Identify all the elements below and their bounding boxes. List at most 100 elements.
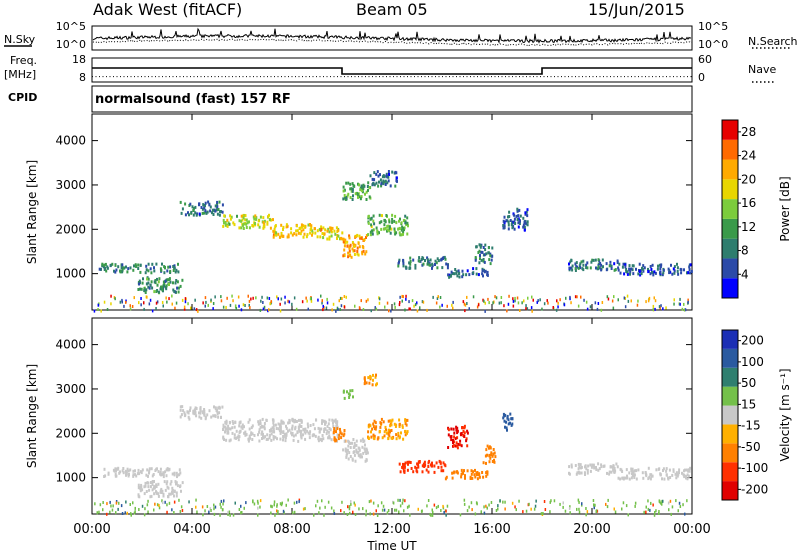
velocity-cell [281,501,283,505]
power-cell [300,229,303,233]
velocity-cell [300,429,303,433]
power-cell [174,281,177,285]
power-cell [212,302,215,305]
power-cell [676,266,679,270]
power-cell [226,218,229,222]
power-cell [662,268,665,272]
velocity-cell [141,504,144,508]
velocity-cell [232,421,235,425]
velocity-cell [389,424,392,428]
power-cell [589,266,592,270]
power-cell [503,215,506,219]
power-cell [203,211,206,215]
velocity-cell [327,422,330,426]
power-cell [683,302,685,306]
power-cell [570,266,573,270]
power-cell [169,269,172,273]
power-cell [190,210,193,214]
power-cell [624,297,626,300]
power-cell [654,307,656,311]
power-cell [322,226,325,230]
velocity-cell [658,512,660,515]
power-cell [252,296,254,300]
velocity-cell [353,501,355,505]
power-cell [129,307,132,311]
power-cell [314,231,317,235]
power-cell [229,303,232,307]
velocity-cell [372,373,374,377]
power-cell [509,219,512,222]
velocity-cell [481,471,484,474]
velocity-cell [665,467,668,471]
velocity-cell [259,422,262,426]
power-cell [435,301,438,305]
velocity-cell [365,509,367,513]
velocity-cell [589,463,592,467]
velocity-cell [463,424,466,428]
velocity-cell [585,507,587,510]
velocity-cell [504,500,506,504]
velocity-cell [635,477,638,481]
velocity-cell [665,469,668,473]
velocity-cell [237,434,240,438]
power-cell [342,189,345,193]
power-cell [446,304,448,308]
power-cell [370,229,373,233]
power-cell [110,302,112,306]
velocity-cell [175,491,178,495]
velocity-cell [503,414,506,418]
power-cell [225,306,227,309]
power-cell [490,258,493,262]
velocity-cell [141,468,144,472]
velocity-cell [222,423,225,427]
velocity-cell [630,476,633,480]
power-cell [168,283,170,286]
power-cell [487,251,490,255]
velocity-cell [176,473,179,477]
power-cell [223,221,225,225]
xtick-label: 16:00 [473,522,510,537]
power-cell [641,267,644,271]
velocity-cell [166,510,168,514]
velocity-cell [139,487,142,491]
velocity-cell [367,437,370,440]
velocity-cell [157,494,160,498]
power-cell [402,295,404,299]
power-cell [198,212,201,216]
power-cell [168,277,171,281]
power-cell [569,260,572,264]
velocity-cell [408,504,410,508]
velocity-cell [213,405,215,409]
nsky-tick-bottom: 10^0 [56,38,86,51]
velocity-cell [668,468,671,472]
power-cell [523,299,525,303]
power-colorbar-label: 4 [741,267,749,281]
velocity-cell [134,506,136,510]
power-cell [422,262,425,266]
velocity-cell [667,501,670,505]
velocity-cell [570,465,573,469]
power-cell [472,295,475,299]
power-cell [397,227,400,231]
power-cell [323,232,326,236]
power-cell [367,181,370,185]
power-cell [405,266,408,270]
velocity-cell [368,500,371,504]
velocity-cell [333,512,336,515]
power-cell [129,304,131,308]
velocity-cell [398,423,401,427]
power-cell [511,220,514,224]
power-cell [132,268,135,272]
velocity-cell [387,419,390,423]
power-cell [585,263,588,267]
velocity-cell [597,468,600,472]
velocity-cell [350,502,352,506]
power-cell [662,271,665,275]
velocity-cell [308,436,311,440]
power-cell [502,224,505,227]
power-cell [513,213,516,217]
velocity-cell [144,481,147,485]
power-cell [472,271,475,275]
velocity-cell [463,435,466,438]
velocity-cell [502,412,505,416]
